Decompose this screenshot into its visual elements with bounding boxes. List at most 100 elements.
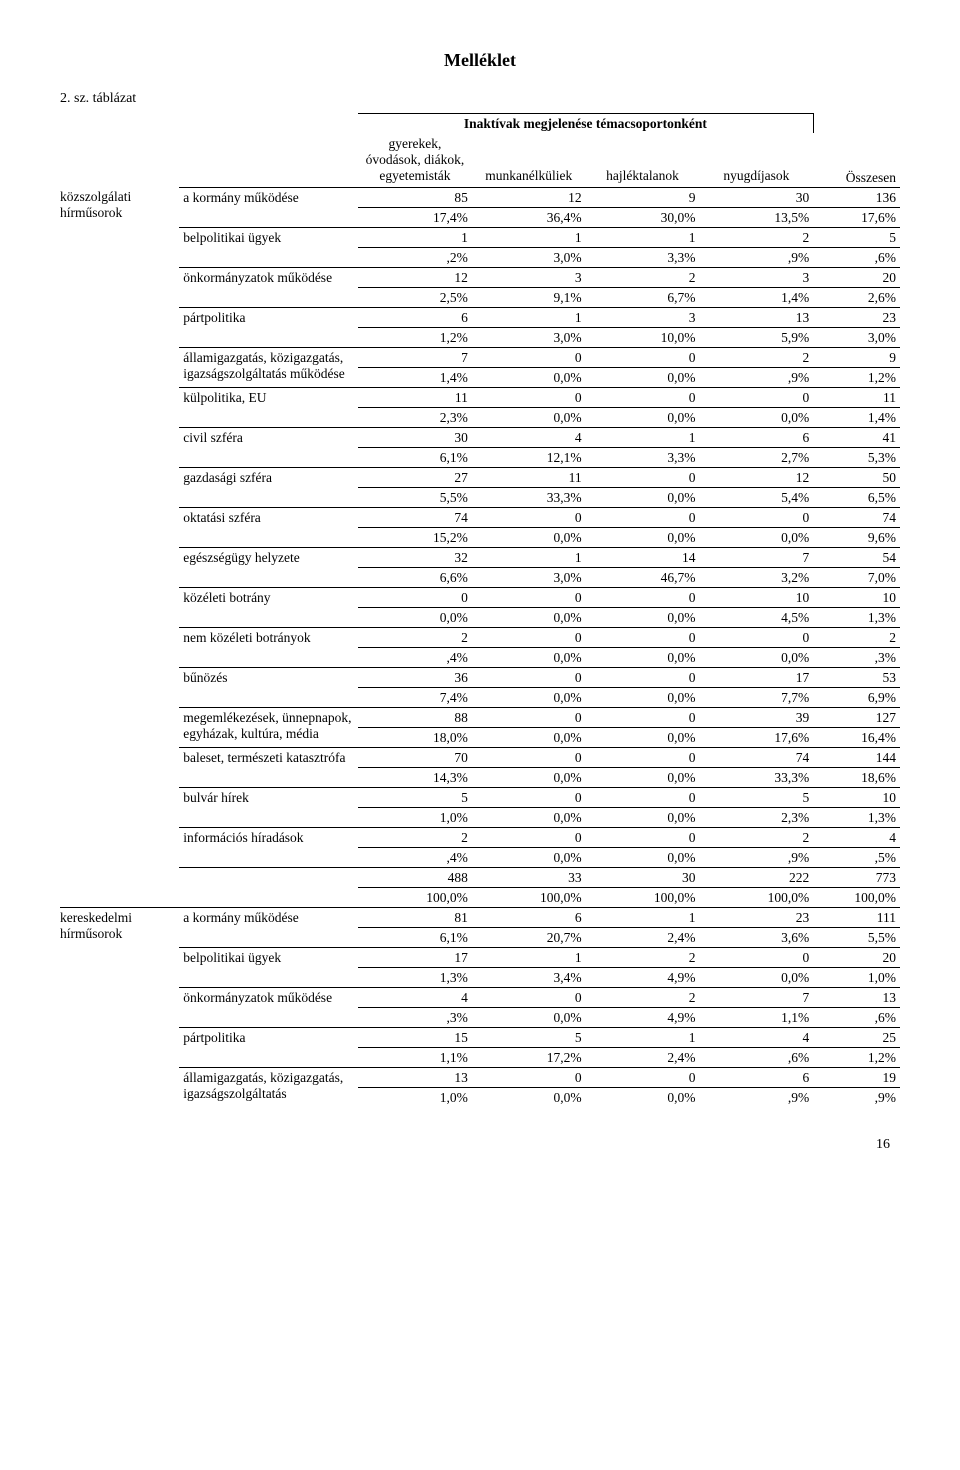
cell-count: 74 (813, 508, 900, 528)
cell-count: 0 (472, 668, 586, 688)
cell-count: 2 (586, 988, 700, 1008)
cell-percent: 0,0% (586, 848, 700, 868)
cell-percent: 1,3% (813, 808, 900, 828)
cell-count: 12 (699, 468, 813, 488)
cell-count: 7 (358, 348, 472, 368)
cell-percent: 0,0% (472, 808, 586, 828)
cell-percent: ,4% (358, 648, 472, 668)
cell-count: 41 (813, 428, 900, 448)
cell-count: 2 (699, 348, 813, 368)
cell-percent: 36,4% (472, 208, 586, 228)
page-number: 16 (60, 1137, 900, 1153)
cell-percent: 0,0% (586, 688, 700, 708)
cell-percent: 7,4% (358, 688, 472, 708)
cell-count: 0 (699, 388, 813, 408)
cell-count: 3 (586, 308, 700, 328)
cell-percent: 0,0% (586, 808, 700, 828)
cell-percent: 6,9% (813, 688, 900, 708)
cell-count: 30 (699, 188, 813, 208)
cell-percent: ,9% (813, 1088, 900, 1108)
cell-percent: 2,5% (358, 288, 472, 308)
cell-percent: 5,9% (699, 328, 813, 348)
cell-count: 10 (813, 588, 900, 608)
cell-count: 1 (586, 908, 700, 928)
cell-count: 13 (813, 988, 900, 1008)
cell-percent: 15,2% (358, 528, 472, 548)
cell-percent: 14,3% (358, 768, 472, 788)
cell-count: 5 (358, 788, 472, 808)
cell-count: 0 (472, 588, 586, 608)
cell-count: 6 (699, 428, 813, 448)
cell-percent: 17,2% (472, 1048, 586, 1068)
cell-percent: 0,0% (586, 608, 700, 628)
cell-percent: 0,0% (699, 648, 813, 668)
cell-count: 12 (472, 188, 586, 208)
cell-count: 3 (699, 268, 813, 288)
cell-count: 1 (472, 548, 586, 568)
cell-count: 81 (358, 908, 472, 928)
cell-count: 6 (358, 308, 472, 328)
row-label: belpolitikai ügyek (179, 228, 358, 268)
cell-percent: 0,0% (699, 968, 813, 988)
cell-count: 4 (699, 1028, 813, 1048)
row-label: államigazgatás, közigazgatás, igazságszo… (179, 1068, 358, 1108)
cell-count: 0 (472, 828, 586, 848)
cell-percent: 1,1% (358, 1048, 472, 1068)
row-label: a kormány működése (179, 188, 358, 228)
cell-count: 70 (358, 748, 472, 768)
cell-count: 0 (472, 988, 586, 1008)
cell-percent: 0,0% (586, 368, 700, 388)
header-title: Inaktívak megjelenése témacsoportonként (358, 114, 813, 134)
cell-count: 127 (813, 708, 900, 728)
cell-percent: 100,0% (699, 888, 813, 908)
cell-percent: 17,4% (358, 208, 472, 228)
cell-percent: 3,4% (472, 968, 586, 988)
cell-percent: 33,3% (472, 488, 586, 508)
cell-percent: 6,7% (586, 288, 700, 308)
cell-percent: 6,5% (813, 488, 900, 508)
cell-percent: 6,1% (358, 448, 472, 468)
cell-count: 15 (358, 1028, 472, 1048)
cell-percent: ,5% (813, 848, 900, 868)
cell-count: 20 (813, 948, 900, 968)
cell-percent: 0,0% (472, 688, 586, 708)
cell-count: 6 (699, 1068, 813, 1088)
cell-count: 10 (699, 588, 813, 608)
cell-count: 0 (586, 828, 700, 848)
cell-percent: 100,0% (358, 888, 472, 908)
row-label: önkormányzatok működése (179, 988, 358, 1028)
cell-percent: ,4% (358, 848, 472, 868)
row-label: gazdasági szféra (179, 468, 358, 508)
cell-percent: 0,0% (586, 528, 700, 548)
cell-percent: 6,6% (358, 568, 472, 588)
cell-count: 0 (472, 388, 586, 408)
cell-count: 0 (472, 508, 586, 528)
cell-count: 144 (813, 748, 900, 768)
cell-count: 27 (358, 468, 472, 488)
cell-count: 0 (358, 588, 472, 608)
cell-count: 9 (813, 348, 900, 368)
col-header: gyerekek, óvodások, diákok, egyetemisták (358, 133, 472, 188)
cell-percent: 33,3% (699, 768, 813, 788)
cell-percent: ,9% (699, 248, 813, 268)
cell-count: 74 (358, 508, 472, 528)
cell-percent: 1,2% (813, 368, 900, 388)
cell-count: 3 (472, 268, 586, 288)
col-header: Összesen (813, 133, 900, 188)
cell-count: 0 (586, 588, 700, 608)
cell-percent: 3,0% (472, 328, 586, 348)
cell-count: 14 (586, 548, 700, 568)
cell-count: 0 (472, 628, 586, 648)
cell-percent: 2,4% (586, 928, 700, 948)
cell-count: 1 (472, 948, 586, 968)
cell-count: 0 (586, 468, 700, 488)
cell-percent: ,2% (358, 248, 472, 268)
cell-percent: 100,0% (586, 888, 700, 908)
cell-count: 74 (699, 748, 813, 768)
row-label: nem közéleti botrányok (179, 628, 358, 668)
cell-percent: 1,2% (358, 328, 472, 348)
cell-percent: 4,9% (586, 968, 700, 988)
row-label: közéleti botrány (179, 588, 358, 628)
cell-percent: 18,0% (358, 728, 472, 748)
cell-count: 12 (358, 268, 472, 288)
